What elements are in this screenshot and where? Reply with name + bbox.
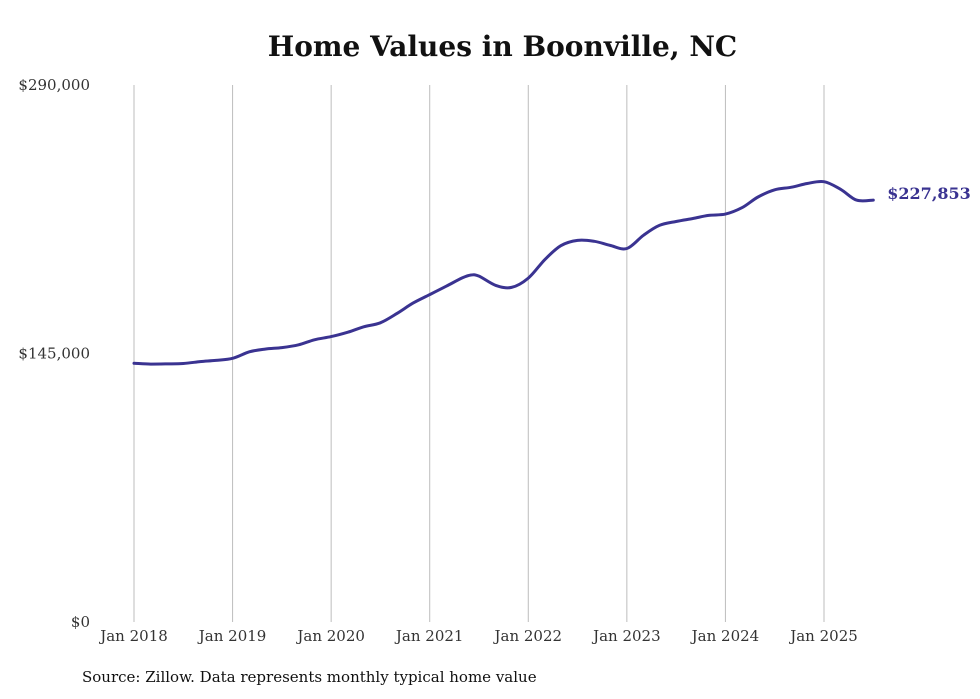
x-tick-label: Jan 2024: [690, 627, 760, 645]
series-line: [132, 179, 875, 366]
x-tick-label: Jan 2018: [98, 627, 168, 645]
end-labels: $227,853: [887, 184, 971, 203]
x-tick-label: Jan 2023: [591, 627, 661, 645]
y-axis-labels: $0 $145,000 $290,000: [18, 76, 90, 631]
x-axis-labels: Jan 2018 Jan 2019 Jan 2020 Jan 2021 Jan 2022…: [98, 627, 858, 645]
series-layer: [132, 179, 875, 366]
source-note: Source: Zillow. Data represents monthly …: [82, 668, 537, 686]
x-tick-label: Jan 2020: [295, 627, 365, 645]
y-tick-label: $290,000: [18, 76, 90, 94]
x-tick-label: Jan 2019: [197, 627, 267, 645]
chart-title: Home Values in Boonville, NC: [267, 30, 738, 63]
end-value-label: $227,853: [887, 184, 971, 203]
x-tick-label: Jan 2025: [788, 627, 858, 645]
gridlines: [133, 85, 825, 622]
x-tick-label: Jan 2021: [394, 627, 464, 645]
y-tick-label: $0: [71, 613, 90, 631]
y-tick-label: $145,000: [18, 345, 90, 363]
x-tick-label: Jan 2022: [493, 627, 563, 645]
